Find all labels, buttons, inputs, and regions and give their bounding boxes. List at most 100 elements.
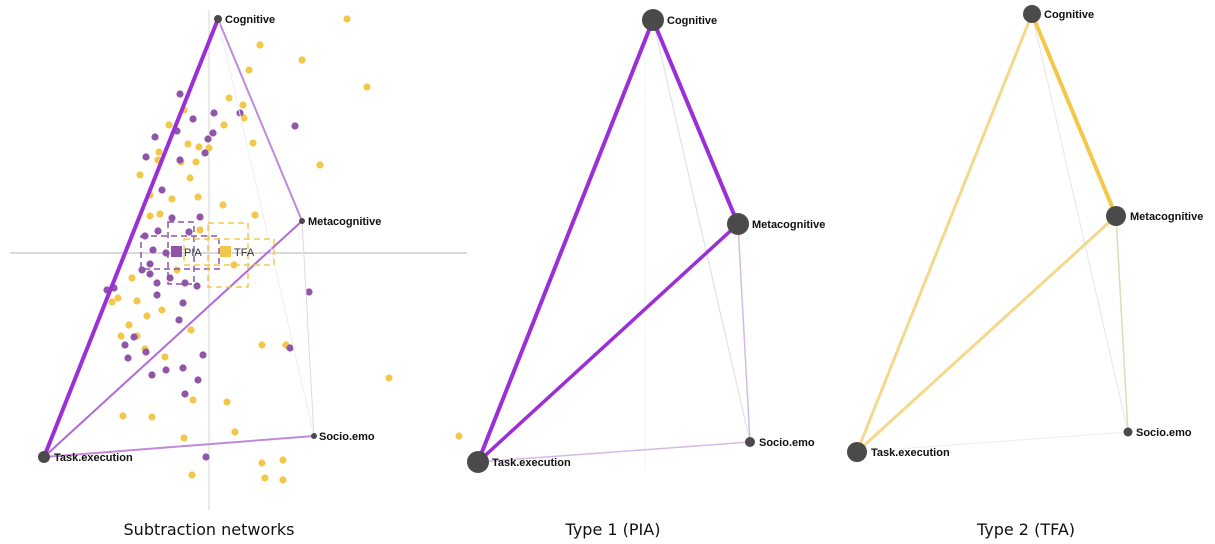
scatter-point bbox=[181, 390, 189, 398]
label-socio-emo: Socio.emo bbox=[319, 431, 375, 443]
scatter-point bbox=[114, 294, 122, 302]
caption-type2: Type 2 (TFA) bbox=[976, 520, 1075, 539]
scatter-point bbox=[249, 139, 257, 147]
scatter-point bbox=[146, 212, 154, 220]
scatter-point bbox=[149, 246, 157, 254]
label-socio-emo: Socio.emo bbox=[1136, 427, 1192, 439]
scatter-point bbox=[142, 153, 150, 161]
label-task-execution: Task.execution bbox=[492, 457, 571, 469]
edge-cognitive-socio bbox=[652, 19, 751, 443]
node-metacognitive bbox=[299, 218, 305, 224]
scatter-point bbox=[179, 299, 187, 307]
scatter-point bbox=[196, 213, 204, 221]
label-metacognitive: Metacognitive bbox=[308, 216, 381, 228]
scatter-point bbox=[153, 279, 161, 287]
scatter-point bbox=[108, 298, 116, 306]
edge-metacognitive-task bbox=[855, 214, 1118, 454]
pia-ci-vertical bbox=[167, 221, 195, 285]
scatter-point bbox=[195, 143, 203, 151]
scatter-point bbox=[220, 121, 228, 129]
scatter-point bbox=[194, 193, 202, 201]
scatter-point bbox=[291, 122, 299, 130]
scatter-point bbox=[363, 83, 371, 91]
scatter-point bbox=[194, 376, 202, 384]
scatter-point bbox=[153, 291, 161, 299]
scatter-point bbox=[162, 366, 170, 374]
scatter-point bbox=[146, 260, 154, 268]
scatter-point bbox=[231, 428, 239, 436]
panel-type2: Cognitive Metacognitive Socio.emo Task.e… bbox=[847, 5, 1203, 539]
scatter-point bbox=[239, 101, 247, 109]
scatter-point bbox=[279, 476, 287, 484]
edge-metacognitive-socio bbox=[1115, 215, 1129, 433]
node-socio-emo bbox=[311, 433, 317, 439]
edge-cognitive-metacognitive bbox=[651, 19, 740, 225]
tfa-group-label: TFA bbox=[234, 247, 255, 259]
scatter-point bbox=[210, 109, 218, 117]
pia-group-label: PIA bbox=[184, 247, 202, 259]
label-cognitive: Cognitive bbox=[1044, 9, 1094, 21]
scatter-point bbox=[245, 66, 253, 74]
node-socio-emo bbox=[1123, 427, 1133, 437]
scatter-point bbox=[176, 90, 184, 98]
label-metacognitive: Metacognitive bbox=[1130, 211, 1203, 223]
edge-cognitive-task bbox=[476, 19, 655, 463]
scatter-point bbox=[258, 459, 266, 467]
scatter-point bbox=[179, 364, 187, 372]
scatter-point bbox=[279, 456, 287, 464]
edge-cognitive-metacognitive bbox=[217, 18, 303, 222]
scatter-point bbox=[155, 148, 163, 156]
caption-subtraction: Subtraction networks bbox=[124, 520, 295, 539]
scatter-point bbox=[148, 413, 156, 421]
tfa-centroid-marker bbox=[220, 246, 231, 257]
scatter-point bbox=[128, 274, 136, 282]
edge-metacognitive-socio bbox=[301, 220, 315, 437]
scatter-point bbox=[305, 288, 313, 296]
scatter-point bbox=[154, 227, 162, 235]
label-task-execution: Task.execution bbox=[871, 447, 950, 459]
scatter-point bbox=[168, 195, 176, 203]
scatter-point bbox=[205, 144, 213, 152]
scatter-point bbox=[148, 371, 156, 379]
node-socio-emo bbox=[745, 437, 755, 447]
scatter-point bbox=[316, 161, 324, 169]
scatter-point bbox=[161, 353, 169, 361]
scatter-point bbox=[455, 432, 463, 440]
scatter-point bbox=[119, 412, 127, 420]
scatter-point bbox=[385, 374, 393, 382]
scatter-point bbox=[142, 348, 150, 356]
scatter-point bbox=[187, 326, 195, 334]
point-cloud bbox=[103, 15, 463, 484]
edge-task-socio bbox=[477, 441, 751, 463]
scatter-point bbox=[176, 156, 184, 164]
edge-cognitive-task bbox=[855, 13, 1034, 453]
scatter-point bbox=[225, 94, 233, 102]
panel-type1: Cognitive Metacognitive Socio.emo Task.e… bbox=[467, 9, 825, 539]
scatter-point bbox=[146, 270, 154, 278]
scatter-point bbox=[133, 297, 141, 305]
node-task-execution bbox=[847, 442, 867, 462]
node-metacognitive bbox=[1106, 206, 1126, 226]
scatter-point bbox=[143, 312, 151, 320]
scatter-point bbox=[258, 341, 266, 349]
scatter-point bbox=[158, 186, 166, 194]
scatter-point bbox=[189, 396, 197, 404]
scatter-point bbox=[223, 398, 231, 406]
scatter-point bbox=[240, 114, 248, 122]
scatter-point bbox=[343, 15, 351, 23]
label-cognitive: Cognitive bbox=[225, 14, 275, 26]
scatter-point bbox=[175, 316, 183, 324]
node-metacognitive bbox=[727, 213, 749, 235]
scatter-point bbox=[204, 135, 212, 143]
scatter-point bbox=[286, 344, 294, 352]
scatter-point bbox=[125, 321, 133, 329]
scatter-point bbox=[181, 279, 189, 287]
caption-type1: Type 1 (PIA) bbox=[565, 520, 661, 539]
scatter-point bbox=[192, 158, 200, 166]
scatter-point bbox=[202, 453, 210, 461]
pia-ci-horizontal bbox=[140, 235, 220, 270]
edge-task-socio bbox=[856, 431, 1129, 453]
label-cognitive: Cognitive bbox=[667, 15, 717, 27]
scatter-point bbox=[196, 226, 204, 234]
